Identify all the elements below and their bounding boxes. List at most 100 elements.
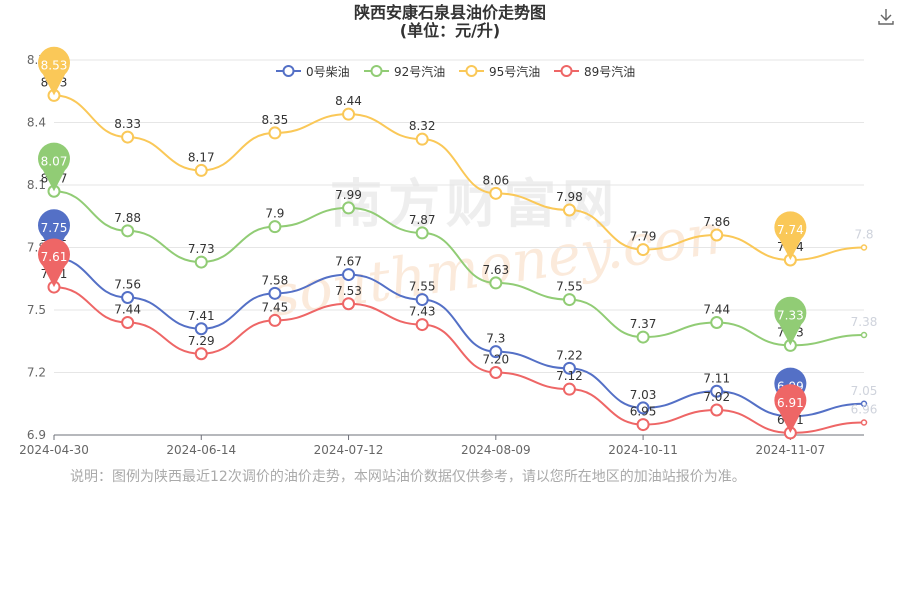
data-label: 7.38	[851, 315, 878, 329]
x-tick-label: 2024-06-14	[166, 443, 236, 457]
svg-text:6.91: 6.91	[777, 396, 804, 410]
data-point	[710, 228, 724, 242]
data-point	[342, 201, 356, 215]
max-marker: 8.53	[38, 46, 70, 96]
data-point	[121, 224, 135, 238]
footnote: 说明：图例为陕西最近12次调价的油价走势，本网站油价数据仅供参考，请以您所在地区…	[70, 469, 746, 485]
x-tick-label: 2024-10-11	[608, 443, 678, 457]
svg-text:8.07: 8.07	[41, 154, 68, 168]
data-point	[415, 293, 429, 307]
data-label: 8.17	[188, 150, 215, 164]
data-point	[194, 347, 208, 361]
svg-text:8.53: 8.53	[41, 58, 68, 72]
data-label: 8.32	[409, 119, 436, 133]
data-point	[636, 243, 650, 257]
data-label: 7.3	[486, 332, 505, 346]
data-point	[121, 316, 135, 329]
y-tick-label: 8.1	[27, 178, 46, 192]
data-label: 7.86	[703, 215, 730, 229]
svg-text:7.74: 7.74	[777, 223, 804, 237]
data-point	[121, 130, 135, 144]
min-marker: 6.91	[774, 384, 807, 433]
data-label: 6.96	[851, 403, 878, 417]
data-label: 7.79	[630, 230, 657, 244]
series-line-2	[53, 94, 865, 262]
y-tick-label: 7.5	[27, 303, 46, 317]
data-point	[562, 382, 576, 396]
data-label: 7.29	[188, 334, 215, 348]
data-point	[860, 400, 868, 407]
data-point	[710, 384, 724, 398]
x-tick-label: 2024-07-12	[314, 443, 384, 457]
data-label: 7.43	[409, 305, 436, 319]
x-tick-label: 2024-08-09	[461, 443, 531, 457]
chart-subtitle: (单位：元/升)	[399, 21, 501, 40]
min-marker: 7.74	[774, 211, 807, 260]
svg-text:7.75: 7.75	[41, 221, 68, 235]
data-point	[710, 403, 724, 417]
data-point	[636, 401, 650, 415]
data-point	[268, 286, 282, 300]
data-point	[342, 297, 356, 311]
data-point	[489, 276, 503, 290]
data-point	[415, 132, 429, 146]
legend-label: 92号汽油	[394, 64, 445, 79]
legend-marker	[465, 65, 478, 77]
data-point	[562, 203, 576, 217]
data-point	[489, 345, 503, 359]
data-label: 8.35	[262, 113, 289, 127]
data-point	[636, 330, 650, 344]
chart-title: 陕西安康石泉县油价走势图	[353, 3, 546, 22]
max-marker: 7.75	[38, 209, 70, 258]
legend-marker	[282, 65, 295, 77]
data-label: 7.98	[556, 190, 583, 204]
data-point	[268, 126, 282, 140]
data-point	[562, 293, 576, 307]
y-tick-label: 8.4	[27, 116, 46, 130]
data-point	[194, 255, 208, 269]
data-point	[562, 361, 576, 375]
data-label: 7.20	[482, 353, 509, 367]
data-label: 7.73	[188, 242, 215, 256]
data-label: 7.55	[409, 280, 436, 294]
data-label: 8.44	[335, 94, 362, 108]
data-label: 7.99	[335, 188, 362, 202]
data-label: 7.56	[114, 278, 141, 292]
legend-label: 95号汽油	[489, 64, 540, 79]
legend-label: 0号柴油	[306, 65, 350, 79]
data-label: 7.44	[703, 303, 730, 317]
data-point	[489, 366, 503, 379]
legend-label: 89号汽油	[584, 64, 635, 79]
data-label: 8.33	[114, 117, 141, 131]
data-label: 7.45	[262, 300, 289, 314]
min-marker: 7.33	[774, 296, 807, 346]
data-point	[121, 291, 135, 304]
data-label: 7.02	[703, 390, 730, 404]
data-point	[415, 318, 429, 332]
data-point	[268, 313, 282, 327]
x-tick-label: 2024-04-30	[19, 443, 89, 457]
data-label: 7.22	[556, 348, 583, 362]
data-point	[194, 322, 208, 336]
data-label: 7.58	[262, 273, 289, 287]
max-marker: 8.07	[38, 142, 70, 192]
svg-text:7.33: 7.33	[777, 308, 804, 322]
x-tick-label: 2024-11-07	[755, 443, 825, 457]
data-point	[415, 226, 429, 240]
max-marker: 7.61	[38, 238, 70, 288]
data-label: 7.88	[114, 211, 141, 225]
data-label: 7.37	[630, 317, 657, 331]
y-tick-label: 7.2	[27, 366, 46, 380]
data-label: 7.87	[409, 213, 436, 227]
data-label: 7.44	[114, 303, 141, 317]
data-point	[194, 163, 208, 177]
series-line-0	[53, 256, 865, 418]
download-icon[interactable]	[876, 6, 896, 26]
legend-marker	[370, 65, 383, 77]
data-label: 7.03	[630, 388, 657, 402]
data-point	[710, 316, 724, 329]
data-label: 6.95	[630, 405, 657, 419]
series-line-3	[53, 286, 865, 434]
data-point	[268, 220, 282, 234]
svg-text:7.61: 7.61	[41, 250, 68, 264]
